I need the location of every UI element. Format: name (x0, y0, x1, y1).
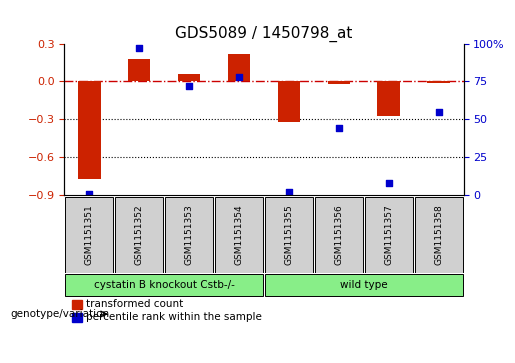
Text: cystatin B knockout Cstb-/-: cystatin B knockout Cstb-/- (94, 280, 235, 290)
Point (235, 74, 243, 80)
Text: GSM1151356: GSM1151356 (334, 204, 344, 265)
Point (335, 126, 343, 131)
Text: GSM1151357: GSM1151357 (384, 204, 393, 265)
Text: GSM1151355: GSM1151355 (284, 204, 294, 265)
FancyBboxPatch shape (315, 197, 363, 273)
FancyBboxPatch shape (415, 197, 462, 273)
Point (435, 109, 443, 115)
FancyBboxPatch shape (65, 197, 113, 273)
Text: percentile rank within the sample: percentile rank within the sample (87, 312, 262, 322)
Bar (72, 313, 82, 322)
Text: GSM1151358: GSM1151358 (434, 204, 443, 265)
FancyBboxPatch shape (165, 197, 213, 273)
Point (85, 191, 93, 197)
Text: GSM1151351: GSM1151351 (85, 204, 94, 265)
Text: GSM1151354: GSM1151354 (234, 204, 244, 265)
Bar (228, 54, 250, 81)
Bar (328, 81, 350, 84)
Text: GSM1151352: GSM1151352 (135, 204, 144, 265)
Bar (78, 81, 100, 179)
Bar (427, 81, 450, 83)
Bar (72, 300, 82, 309)
Bar (128, 59, 150, 81)
Text: wild type: wild type (340, 280, 387, 290)
Point (185, 83, 193, 89)
Text: GSM1151353: GSM1151353 (184, 204, 194, 265)
Point (385, 180, 393, 186)
Bar (178, 74, 200, 81)
Text: genotype/variation: genotype/variation (10, 309, 109, 319)
FancyBboxPatch shape (115, 197, 163, 273)
FancyBboxPatch shape (265, 274, 462, 296)
Point (135, 45, 143, 51)
FancyBboxPatch shape (215, 197, 263, 273)
Bar (377, 81, 400, 115)
Text: transformed count: transformed count (87, 299, 183, 309)
FancyBboxPatch shape (365, 197, 413, 273)
Point (285, 189, 293, 195)
Title: GDS5089 / 1450798_at: GDS5089 / 1450798_at (175, 26, 353, 42)
Bar (278, 81, 300, 122)
FancyBboxPatch shape (65, 274, 263, 296)
FancyBboxPatch shape (265, 197, 313, 273)
